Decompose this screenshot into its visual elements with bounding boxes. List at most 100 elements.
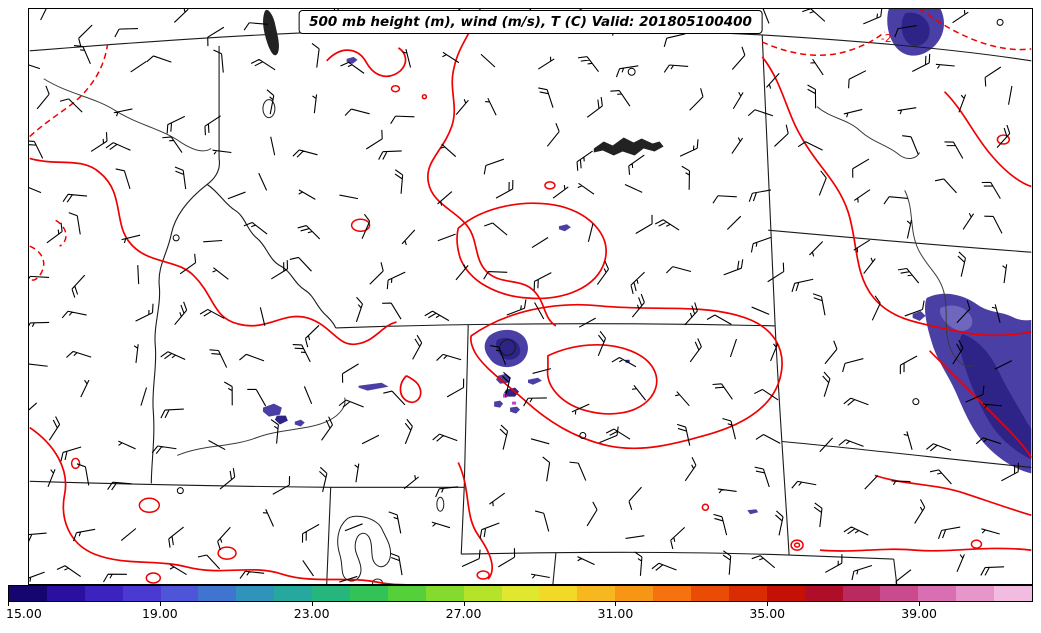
contour-line (29, 157, 397, 346)
colorbar-tick (463, 602, 465, 606)
colorbar-segment (539, 586, 578, 601)
colorbar-tick-label: 31.00 (597, 606, 634, 621)
colorbar-segment (463, 586, 502, 601)
precip-shading (262, 9, 1032, 515)
state-border-line (461, 551, 894, 560)
colorbar-segment (994, 586, 1033, 601)
colorbar-segment (501, 586, 540, 601)
contour-line-dashed (29, 245, 45, 281)
colorbar-segment (918, 586, 957, 601)
wind-barbs (29, 9, 1019, 584)
calm-wind-circle (627, 67, 636, 76)
precip-blob (939, 305, 973, 331)
river (904, 190, 975, 367)
colorbar-tick-labels: 15.00 19.00 23.00 27.00 31.00 35.00 39.00 (6, 602, 1033, 624)
state-border-line (893, 559, 898, 584)
lake (262, 99, 276, 119)
colorbar-segment (425, 586, 464, 601)
colorbar-segment (236, 586, 275, 601)
contour-loop (970, 539, 983, 549)
river (816, 106, 921, 160)
colorbar-segment (84, 586, 123, 601)
precip-blob (558, 224, 571, 232)
contour-line (819, 547, 1032, 552)
colorbar-tick-label: 15.00 (6, 606, 42, 621)
contour-line (29, 426, 438, 584)
contour-loop (701, 503, 710, 512)
contour-loop (390, 84, 401, 93)
colorbar-segment (387, 586, 426, 601)
contour-line (456, 202, 607, 300)
state-border-line (326, 487, 332, 584)
colorbar-segment (122, 586, 161, 601)
colorbar-tick-label: 39.00 (901, 606, 938, 621)
reservoir (593, 137, 664, 156)
state-border-line (463, 324, 469, 488)
water-features (43, 9, 975, 584)
colorbar-segment (577, 586, 616, 601)
state-border-line (206, 45, 337, 329)
state-border-line (460, 487, 465, 555)
plot-title-text: 500 mb height (m), wind (m/s), T (C) Val… (309, 14, 752, 30)
colorbar-segment (198, 586, 237, 601)
contour-line (427, 9, 557, 327)
precip-blob (901, 12, 930, 47)
precip-blob (358, 382, 389, 391)
contour-loop (790, 539, 804, 551)
contour-loop (217, 546, 237, 560)
colorbar-tick (767, 602, 769, 606)
state-border-line (782, 440, 1032, 468)
precip-blob (912, 310, 926, 321)
colorbar-segment (46, 586, 85, 601)
contour-loop (476, 570, 490, 580)
state-border-line (150, 183, 208, 484)
precip-blob (262, 403, 282, 417)
precip-blob (747, 509, 759, 515)
calm-wind-circles (172, 18, 1004, 495)
river (177, 397, 346, 456)
temperature-contours: -2 (29, 9, 1032, 584)
colorbar-tick-label: 19.00 (141, 606, 178, 621)
map-axes: -2 500 mb height (m), wind (m/s), T (C) … (28, 8, 1033, 585)
contour-line (943, 91, 1032, 188)
state-borders (29, 27, 1032, 584)
colorbar-tick (919, 602, 921, 606)
calm-wind-circle (579, 432, 587, 440)
colorbar-segment (766, 586, 805, 601)
contour-line-dashed (761, 31, 886, 56)
state-border-line (335, 323, 776, 329)
contour-loop (544, 181, 556, 190)
precip-blob (274, 415, 288, 425)
contour-line-dashed (55, 219, 67, 247)
wind-barb-lines (29, 9, 1019, 584)
precip-blob (346, 56, 358, 64)
contour-line (399, 374, 422, 404)
lake (499, 339, 516, 356)
state-border-line (29, 480, 465, 488)
map-canvas: -2 (29, 9, 1032, 584)
contour-line (326, 47, 407, 78)
colorbar: 15.00 19.00 23.00 27.00 31.00 35.00 39.00 (6, 585, 1033, 627)
precip-blob (510, 406, 521, 414)
state-border-line (552, 553, 557, 584)
precip-blob (503, 393, 508, 398)
contour-line (929, 350, 1032, 458)
colorbar-segment (691, 586, 729, 601)
contour-loop (138, 497, 161, 513)
contour-line (761, 56, 1032, 337)
colorbar-segment (804, 586, 843, 601)
precip-blob (494, 400, 504, 408)
contour-loop (145, 572, 162, 584)
colorbar-tick-label: 35.00 (749, 606, 786, 621)
colorbar-segment (728, 586, 767, 601)
contour-loop (350, 218, 371, 232)
contour-loop (421, 93, 428, 100)
contour-line (469, 303, 783, 450)
colorbar-tick (615, 602, 617, 606)
lake (436, 496, 445, 512)
precip-blob (294, 419, 305, 427)
lake (263, 9, 279, 56)
colorbar-segment (842, 586, 881, 601)
contour-loop (70, 457, 81, 470)
colorbar-segment (653, 586, 692, 601)
